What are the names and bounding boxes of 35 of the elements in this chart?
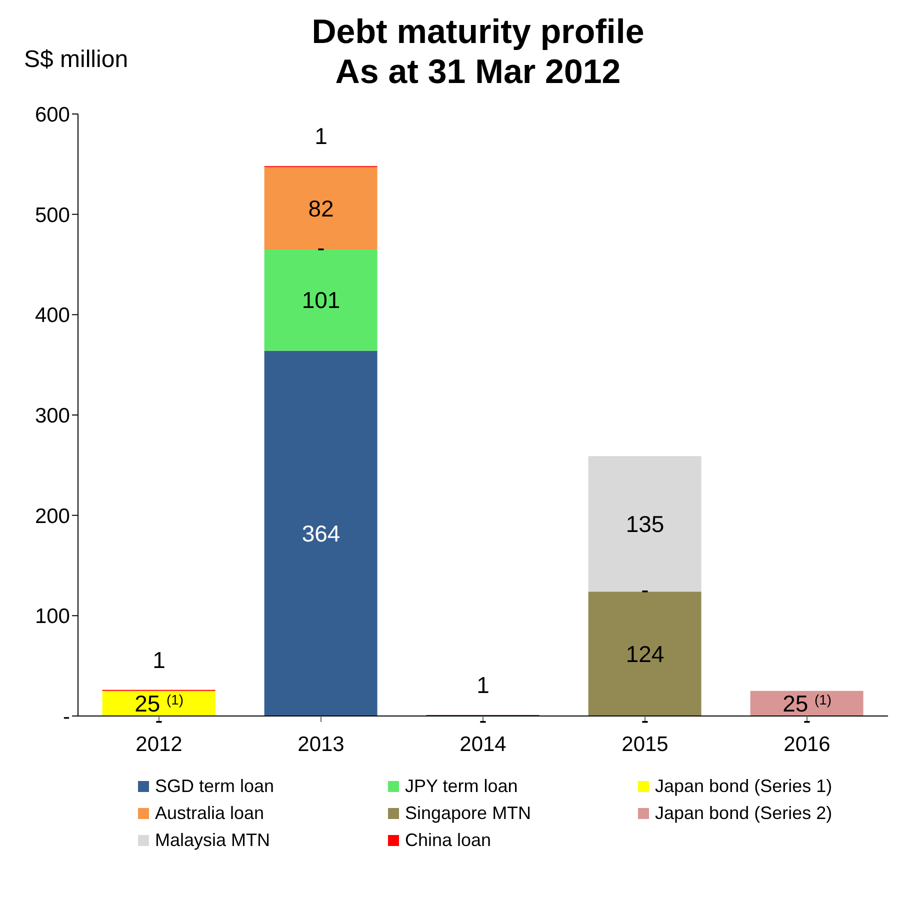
x-tick-label: 2013 [298,732,344,756]
data-label: 1 [314,123,328,150]
x-tick-label: 2016 [784,732,830,756]
annotation: - [641,707,649,733]
y-tick-label: 400 [34,304,70,328]
y-tick-label: 100 [34,605,70,628]
y-tick-label: 300 [34,404,70,428]
data-label: 124 [626,640,664,667]
legend-label: Malaysia MTN [155,830,270,851]
chart-title: Debt maturity profile [312,13,644,51]
data-label: 101 [302,287,340,314]
legend-label: China loan [405,830,492,851]
x-tick-label: 2012 [136,732,182,756]
x-tick-label: 2014 [460,732,507,756]
legend-label: Australia loan [155,803,264,824]
chart-subtitle: As at 31 Mar 2012 [335,53,621,91]
legend-label: Singapore MTN [405,803,532,824]
data-label: 1 [152,646,166,673]
y-axis-title: S$ million [24,46,128,74]
y-tick-label: 200 [34,504,70,528]
annotation: - [641,576,649,603]
data-label: 135 [626,510,664,537]
data-label: 364 [302,520,340,546]
y-tick-label: - [63,705,70,728]
data-label: 82 [308,195,334,222]
y-tick-label: 500 [34,204,70,227]
annotation: - [317,234,325,260]
y-tick-label: 600 [34,103,70,126]
data-label: 1 [476,672,490,698]
x-tick-label: 2015 [622,732,668,756]
legend-label: Japan bond (Series 2) [655,803,832,824]
annotation: - [479,707,487,733]
legend-label: SGD term loan [155,776,274,797]
legend-label: Japan bond (Series 1) [655,776,832,797]
legend-label: JPY term loan [405,776,518,797]
